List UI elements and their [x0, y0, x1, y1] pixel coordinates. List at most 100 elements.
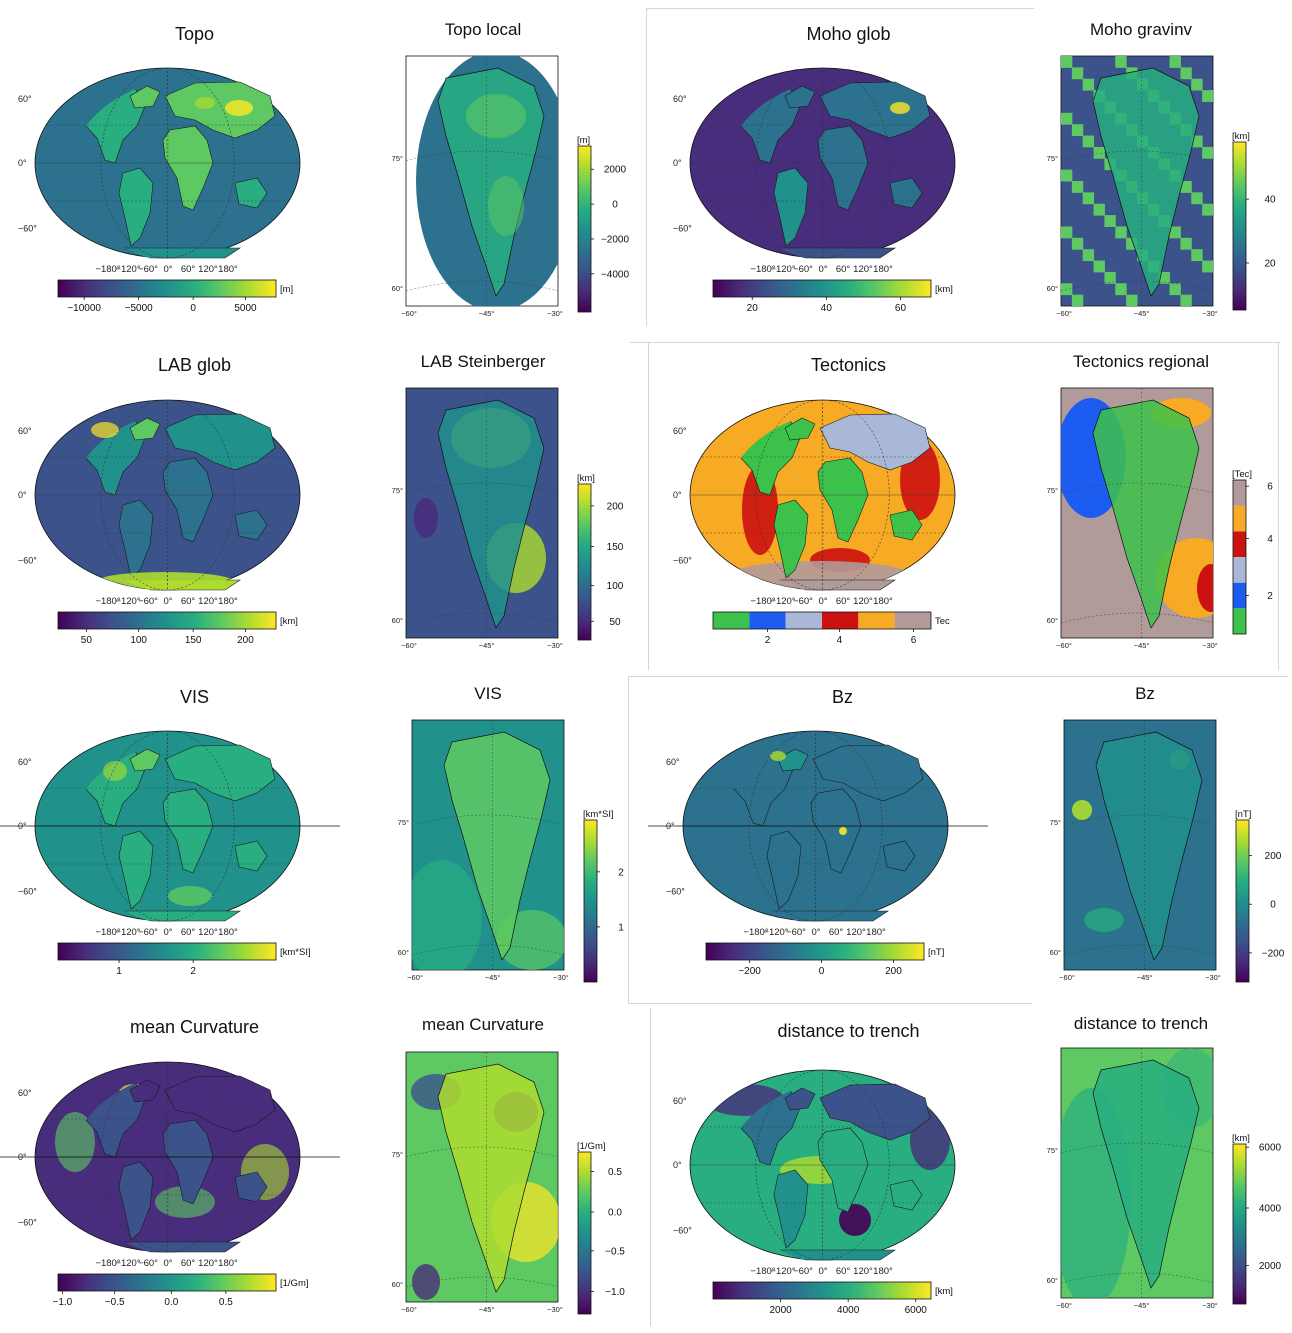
graticule-line [755, 400, 890, 590]
colorbar-segment [822, 612, 859, 629]
panel-title: mean Curvature [129, 1017, 260, 1037]
colorbar-tick-label: 1 [618, 922, 624, 933]
longitude-label: −120° [763, 927, 788, 938]
continent-outline [118, 167, 154, 247]
colorbar-tick-label: −1.0 [52, 1297, 72, 1308]
continent-outline [889, 509, 923, 541]
latitude-label: 0° [673, 158, 682, 168]
colorbar-unit: [1/Gm] [577, 1141, 606, 1152]
colorbar-tick-label: 0 [190, 303, 196, 314]
colorbar-tick-label: 2 [618, 867, 624, 878]
map-region [466, 94, 526, 138]
graticule-line [821, 68, 824, 258]
longitude-label: −60° [1056, 641, 1072, 650]
colorbar-unit: [km] [1232, 131, 1250, 142]
continent-outline [118, 830, 154, 910]
colorbar [1232, 1143, 1247, 1305]
colorbar-tick-label: 2 [765, 635, 771, 646]
colorbar [577, 1151, 592, 1315]
colorbar-segment [1233, 505, 1246, 532]
latitude-label: 75° [398, 818, 409, 827]
continent-outline [766, 830, 802, 910]
panel-title: mean Curvature [422, 1015, 544, 1034]
latitude-label: 0° [18, 490, 27, 500]
longitude-label: −180° [95, 596, 120, 607]
map-cell [1093, 203, 1105, 216]
panel-title: Bz [1135, 684, 1155, 703]
map-region [1197, 564, 1213, 612]
greenland-outline [443, 731, 551, 961]
continent-outline [162, 1119, 214, 1205]
map-region [155, 1186, 215, 1218]
colorbar-unit: [km] [1232, 1133, 1250, 1144]
longitude-label: −120° [115, 596, 140, 607]
colorbar [712, 279, 932, 298]
map-region [414, 498, 438, 538]
latitude-label: 60° [18, 426, 32, 436]
longitude-label: −60° [1056, 1301, 1072, 1310]
longitude-label: −120° [770, 1266, 795, 1277]
colorbar-tick-label: 0 [612, 200, 618, 211]
longitude-label: −60° [1059, 973, 1075, 982]
latitude-label: 60° [673, 1096, 687, 1106]
colorbar-tick-label: 1 [116, 966, 122, 977]
colorbar-tick-label: −4000 [601, 269, 630, 280]
colorbar-tick-label: 2000 [769, 1305, 792, 1316]
continent-outline [234, 177, 268, 209]
colorbar-tick-label: −200 [1262, 948, 1285, 959]
longitude-label: −60° [407, 973, 423, 982]
longitude-label: 180° [218, 927, 238, 938]
panel-title: LAB Steinberger [420, 352, 546, 371]
map-cell [1082, 135, 1095, 148]
map-cell [1093, 146, 1105, 159]
longitude-label: 120° [846, 927, 866, 938]
colorbar [712, 1281, 932, 1300]
longitude-label: 0° [818, 1266, 827, 1277]
panel-title: distance to trench [1073, 1014, 1209, 1033]
latitude-label: 60° [398, 948, 409, 957]
colorbar-segment [858, 612, 895, 629]
continent-outline [784, 1087, 816, 1111]
longitude-label: 0° [163, 927, 172, 938]
map-region [488, 176, 524, 236]
panel-title: Tectonics [810, 355, 887, 375]
map-cell [1191, 249, 1203, 262]
latitude-label: 60° [673, 426, 687, 436]
colorbar-tick-label: 2000 [1259, 1261, 1282, 1272]
latitude-label: 60° [666, 757, 680, 767]
latitude-label: 60° [18, 757, 32, 767]
map-region [225, 100, 253, 116]
latitude-label: −60° [18, 886, 37, 896]
continent-outline [773, 499, 809, 579]
colorbar [1232, 141, 1247, 311]
map-cell [1169, 283, 1181, 296]
global-map: 60°0°−60°−180°−120°−60° 0° 60° 120° 180°−1.0… [0, 1061, 340, 1308]
longitude-label: 0° [163, 1258, 172, 1269]
separator-line [628, 676, 629, 1004]
map-region [1072, 800, 1092, 820]
continent-outline [817, 125, 869, 211]
latitude-label: 0° [673, 1160, 682, 1170]
map-region [168, 886, 212, 906]
global-map: 60°0°−60°−180°−120°−60° 0° 60° 120° 180°−100… [18, 67, 301, 314]
map-region [890, 102, 910, 114]
continent-outline [777, 748, 809, 772]
latitude-label: 75° [392, 154, 403, 163]
panel-title: Moho gravinv [1089, 20, 1193, 39]
longitude-label: −30° [1205, 973, 1221, 982]
continent-outline [234, 509, 268, 541]
panel-title: Topo [174, 24, 215, 44]
colorbar-segment [713, 612, 750, 629]
colorbar-tick-label: 200 [237, 635, 254, 646]
map-cell [1115, 226, 1127, 239]
longitude-label: 120° [198, 1258, 218, 1269]
colorbar-unit: [km] [577, 473, 595, 484]
graticule-line [100, 400, 235, 590]
colorbar [57, 1273, 277, 1292]
continent-outline [784, 417, 816, 441]
colorbar-unit: [m] [577, 135, 590, 146]
longitude-label: −60° [138, 1258, 158, 1269]
continent-outline [129, 748, 161, 772]
colorbar-tick-label: 0 [1270, 900, 1276, 911]
graticule-line [821, 1070, 824, 1260]
